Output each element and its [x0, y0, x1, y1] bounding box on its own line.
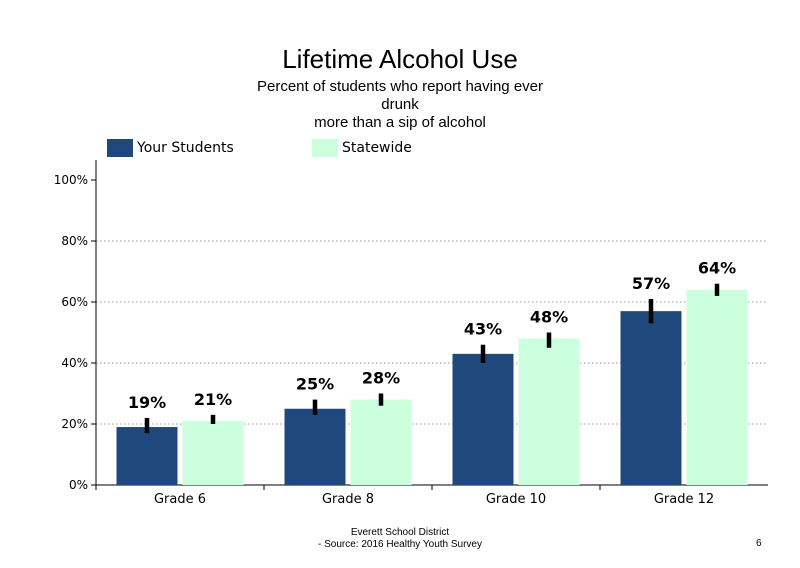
chart-subtitle: Percent of students who report having ev… [240, 78, 560, 132]
footer-district: Everett School District [350, 527, 450, 538]
page-number: 6 [756, 538, 762, 549]
data-label: 21% [194, 390, 232, 409]
x-category-label: Grade 6 [154, 492, 206, 507]
data-label: 57% [632, 274, 670, 293]
bar-your-students [620, 311, 682, 485]
bar-your-students [284, 408, 346, 485]
x-category-label: Grade 12 [654, 492, 714, 507]
y-tick-label: 0% [69, 478, 88, 492]
bar-your-students [116, 427, 178, 485]
chart-title: Lifetime Alcohol Use [282, 44, 518, 74]
data-label: 25% [296, 375, 334, 394]
data-label: 64% [698, 259, 736, 278]
bar-statewide [182, 420, 244, 485]
y-tick-label: 20% [61, 417, 88, 431]
legend-item-statewide: Statewide [312, 139, 412, 157]
legend-label-statewide: Statewide [342, 140, 412, 156]
footer-source: - Source: 2016 Healthy Youth Survey [318, 539, 482, 550]
footer: Everett School District - Source: 2016 H… [250, 527, 550, 551]
subtitle-line-1: Percent of students who report having ev… [257, 78, 543, 95]
y-tick-label: 40% [61, 356, 88, 370]
legend-swatch-your-students [107, 139, 133, 157]
bar-statewide [686, 289, 748, 485]
y-tick-label: 80% [61, 234, 88, 248]
x-category-label: Grade 8 [322, 492, 374, 507]
legend-item-your-students: Your Students [107, 139, 234, 157]
data-label: 19% [128, 393, 166, 412]
bar-your-students [452, 353, 514, 485]
subtitle-line-3: more than a sip of alcohol [314, 114, 486, 131]
bar-statewide [350, 399, 412, 485]
data-label: 48% [530, 308, 568, 327]
y-tick-label: 100% [54, 173, 88, 187]
data-label: 43% [464, 320, 502, 339]
legend-swatch-statewide [312, 139, 338, 157]
subtitle-line-2: drunk [381, 96, 419, 113]
data-label: 28% [362, 369, 400, 388]
legend-label-your-students: Your Students [137, 140, 234, 156]
y-tick-label: 60% [61, 295, 88, 309]
bar-statewide [518, 338, 580, 485]
x-category-label: Grade 10 [486, 492, 546, 507]
